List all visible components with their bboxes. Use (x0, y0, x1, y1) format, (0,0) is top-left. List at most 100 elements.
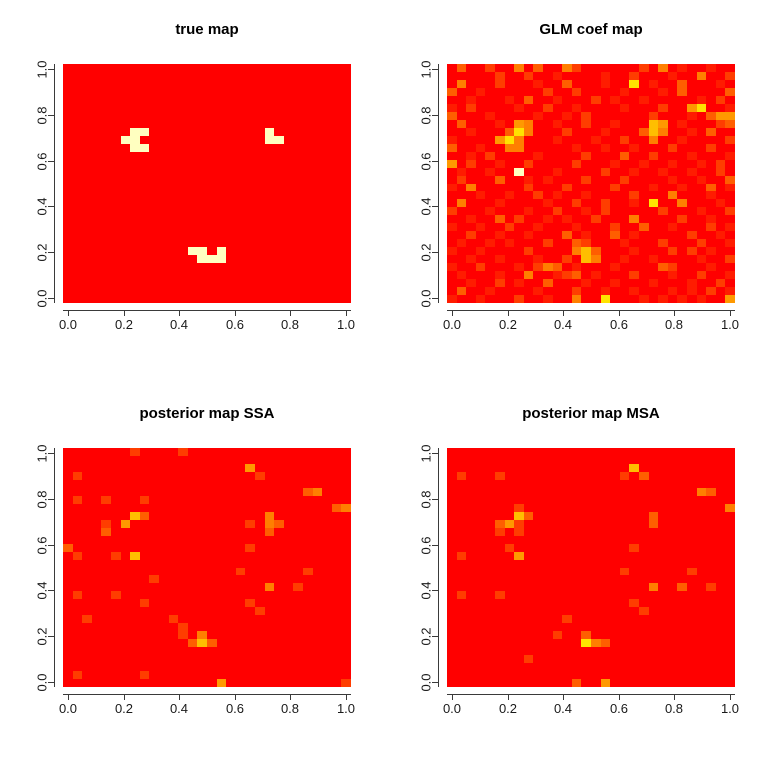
heatmap-cell (619, 463, 630, 472)
heatmap-cell (139, 207, 150, 216)
heatmap-cell (226, 575, 236, 584)
heatmap-cell (619, 607, 630, 616)
heatmap-cell (303, 151, 313, 160)
heatmap-cell (667, 527, 678, 536)
heatmap-cell (178, 623, 188, 632)
heatmap-cell (696, 455, 707, 464)
heatmap-cell (274, 287, 284, 296)
heatmap-cell (226, 223, 236, 232)
y-axis-tick (48, 636, 55, 637)
heatmap-cell (312, 167, 323, 176)
heatmap-cell (168, 183, 179, 192)
heatmap-cell (677, 519, 687, 528)
heatmap-cell (120, 287, 131, 296)
heatmap-cell (149, 448, 159, 456)
heatmap-cell (504, 135, 515, 144)
heatmap-cell (648, 295, 659, 303)
heatmap-cell (120, 455, 131, 464)
heatmap-cell (725, 671, 735, 680)
heatmap-cell (274, 103, 284, 112)
heatmap-cell (264, 167, 275, 176)
heatmap-cell (562, 543, 572, 552)
heatmap-cell (82, 191, 92, 200)
heatmap-cell (331, 615, 342, 624)
heatmap-cell (571, 495, 582, 504)
heatmap-cell (687, 679, 697, 687)
heatmap-cell (322, 87, 332, 96)
heatmap-cell (255, 591, 265, 600)
heatmap-cell (591, 127, 601, 136)
heatmap-cell (610, 663, 620, 672)
heatmap-cell (159, 511, 169, 520)
heatmap-cell (677, 239, 687, 248)
heatmap-cell (207, 575, 217, 584)
heatmap-cell (274, 455, 284, 464)
heatmap-cell (303, 287, 313, 296)
heatmap-cell (331, 471, 342, 480)
heatmap-cell (648, 471, 659, 480)
heatmap-cell (629, 495, 639, 504)
heatmap-cell (159, 135, 169, 144)
heatmap-cell (639, 255, 649, 264)
heatmap-cell (581, 175, 591, 184)
heatmap-cell (600, 119, 611, 128)
heatmap-cell (159, 247, 169, 256)
heatmap-cell (533, 191, 543, 200)
heatmap-cell (111, 151, 121, 160)
heatmap-cell (178, 615, 188, 624)
heatmap-cell (91, 271, 102, 280)
heatmap-cell (264, 479, 275, 488)
heatmap-cell (514, 647, 524, 656)
heatmap-cell (264, 87, 275, 96)
heatmap-cell (485, 175, 495, 184)
heatmap-cell (523, 191, 534, 200)
heatmap-cell (274, 479, 284, 488)
heatmap-cell (82, 239, 92, 248)
heatmap-cell (447, 159, 457, 168)
heatmap-cell (677, 503, 687, 512)
heatmap-cell (245, 535, 255, 544)
heatmap-cell (485, 551, 495, 560)
x-tick-label: 0.6 (225, 317, 245, 332)
heatmap-cell (523, 463, 534, 472)
heatmap-cell (82, 255, 92, 264)
heatmap-cell (331, 135, 342, 144)
heatmap-cell (629, 287, 639, 296)
heatmap-cell (159, 583, 169, 592)
heatmap-cell (235, 247, 246, 256)
heatmap-cell (63, 575, 73, 584)
heatmap-cell (91, 519, 102, 528)
heatmap-cell (139, 511, 150, 520)
heatmap-cell (120, 183, 131, 192)
heatmap-cell (274, 167, 284, 176)
heatmap-cell (619, 159, 630, 168)
heatmap-cell (226, 679, 236, 687)
heatmap-cell (274, 495, 284, 504)
heatmap-cell (677, 279, 687, 288)
heatmap-cell (168, 679, 179, 687)
heatmap-cell (543, 167, 553, 176)
heatmap-cell (283, 591, 294, 600)
heatmap-cell (149, 95, 159, 104)
heatmap-cell (274, 463, 284, 472)
heatmap-cell (312, 287, 323, 296)
heatmap-cell (235, 159, 246, 168)
heatmap-cell (149, 79, 159, 88)
heatmap-cell (101, 151, 111, 160)
heatmap-cell (255, 191, 265, 200)
heatmap-cell (274, 559, 284, 568)
heatmap-cell (322, 119, 332, 128)
heatmap-cell (226, 479, 236, 488)
heatmap-cell (63, 615, 73, 624)
heatmap-cell (456, 519, 467, 528)
heatmap-cell (255, 448, 265, 456)
heatmap-cell (63, 647, 73, 656)
heatmap-cell (255, 655, 265, 664)
heatmap-cell (235, 119, 246, 128)
x-axis-tick (179, 694, 180, 700)
heatmap-cell (226, 583, 236, 592)
heatmap-cell (600, 679, 611, 687)
heatmap-cell (667, 239, 678, 248)
heatmap-cell (696, 511, 707, 520)
heatmap-cell (552, 287, 563, 296)
